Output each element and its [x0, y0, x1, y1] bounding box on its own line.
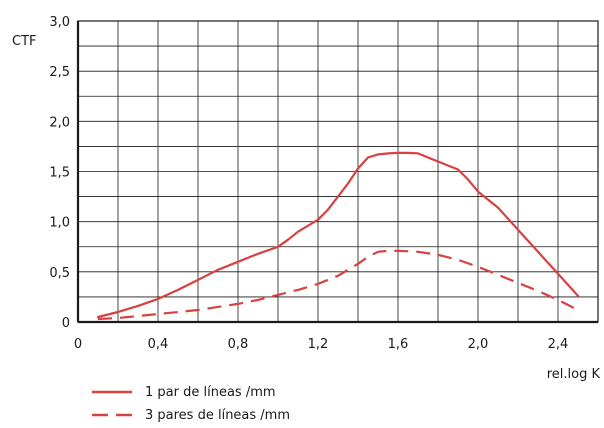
x-tick-label: 2,4: [548, 337, 569, 352]
y-tick-label: 1,0: [49, 216, 70, 231]
x-tick-label: 1,6: [388, 337, 409, 352]
axes: [76, 21, 598, 324]
y-tick-label: 2,5: [49, 65, 70, 80]
y-axis-label: CTF: [12, 34, 37, 49]
y-tick-label: 0: [62, 316, 70, 331]
x-tick-label: 2,0: [468, 337, 489, 352]
y-tick-label: 2,0: [49, 115, 70, 130]
series-line-solid: [96, 151, 580, 319]
x-tick-label: 1,2: [308, 337, 329, 352]
legend-label-solid: 1 par de líneas /mm: [145, 385, 276, 400]
series-line-dashed: [97, 249, 579, 321]
grid: [78, 21, 598, 322]
legend: 1 par de líneas /mm 3 pares de líneas /m…: [92, 385, 290, 423]
y-tick-label: 0,5: [49, 266, 70, 281]
y-tick-label: 1,5: [49, 166, 70, 181]
series-group: [96, 151, 580, 321]
x-tick-label: 0,8: [228, 337, 249, 352]
legend-label-dashed: 3 pares de líneas /mm: [145, 408, 290, 423]
x-axis-label: rel.log K: [547, 367, 601, 382]
x-tick-label: 0: [74, 337, 82, 352]
tick-labels: 0 0,5 1,0 1,5 2,0 2,5 3,0 0 0,4 0,8 1,2 1,6 2,0 2,4: [49, 15, 568, 352]
x-tick-label: 0,4: [148, 337, 169, 352]
y-tick-label: 3,0: [49, 15, 70, 30]
